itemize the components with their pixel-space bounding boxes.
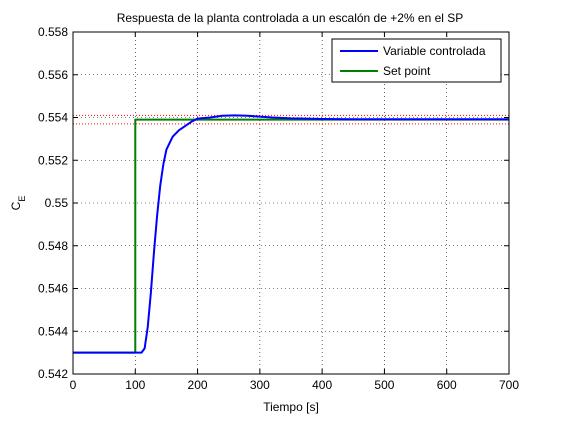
x-tick-label: 0 xyxy=(70,378,77,392)
legend-box xyxy=(331,38,502,83)
x-axis-label: Tiempo [s] xyxy=(263,400,319,414)
series-lines xyxy=(73,114,509,354)
y-tick-label: 0.55 xyxy=(45,196,69,210)
grid xyxy=(73,32,509,374)
legend: Variable controlada Set point xyxy=(331,38,502,83)
chart-title: Respuesta de la planta controlada a un e… xyxy=(117,11,464,25)
svg-text:CE: CE xyxy=(9,196,27,211)
plot-area-border xyxy=(72,31,510,375)
x-tick-label: 600 xyxy=(437,378,457,392)
y-axis-label-main: C xyxy=(9,201,23,210)
series-line-variable-controlada xyxy=(73,114,509,354)
axis-ticks: 0 100 200 300 400 500 600 700 0.542 0.544 0.546 0.5… xyxy=(38,25,519,392)
x-tick-label: 700 xyxy=(499,378,519,392)
y-tick-label: 0.546 xyxy=(38,282,68,296)
y-axis-label: CE xyxy=(9,196,27,211)
y-tick-label: 0.544 xyxy=(38,324,68,338)
y-tick-label: 0.552 xyxy=(38,153,68,167)
x-tick-label: 500 xyxy=(374,378,394,392)
x-tick-label: 100 xyxy=(125,378,145,392)
reference-lines xyxy=(73,114,509,125)
y-axis-label-subscript: E xyxy=(17,196,27,202)
y-tick-label: 0.558 xyxy=(38,25,68,39)
x-tick-label: 400 xyxy=(312,378,332,392)
legend-label-set-point: Set point xyxy=(383,64,431,78)
y-tick-label: 0.542 xyxy=(38,367,68,381)
y-tick-label: 0.554 xyxy=(38,111,68,125)
x-tick-label: 300 xyxy=(250,378,270,392)
x-tick-label: 200 xyxy=(188,378,208,392)
series-line-set-point xyxy=(73,118,509,354)
legend-label-variable-controlada: Variable controlada xyxy=(383,44,486,58)
y-tick-label: 0.548 xyxy=(38,239,68,253)
y-tick-label: 0.556 xyxy=(38,68,68,82)
